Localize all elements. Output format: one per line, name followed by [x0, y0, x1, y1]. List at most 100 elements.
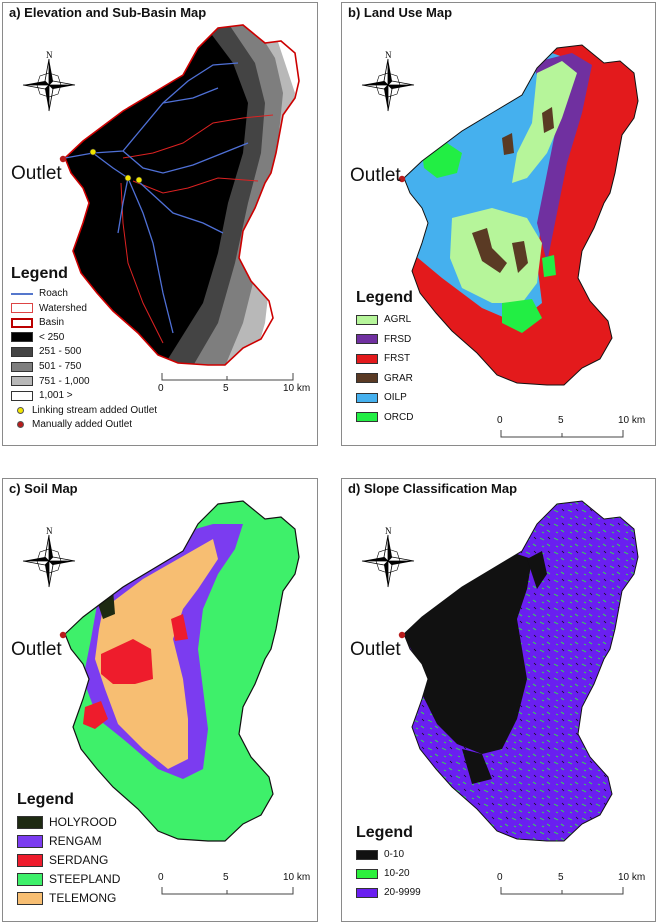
legend-item: 1,001 > [11, 390, 73, 401]
legend-label: FRST [384, 353, 411, 364]
legend-swatch [11, 292, 33, 295]
legend-swatch [11, 361, 33, 372]
north-arrow-icon [22, 58, 76, 112]
legend-swatch [11, 317, 33, 328]
legend-label: 10-20 [384, 868, 410, 879]
legend-swatch [17, 872, 43, 886]
legend-item: OILP [356, 392, 407, 403]
outlet-label: Outlet [350, 165, 401, 186]
legend-item: 20-9999 [356, 887, 421, 898]
legend-item: 10-20 [356, 868, 410, 879]
legend-label: Roach [39, 288, 68, 299]
scale-label-0: 0 [497, 415, 503, 426]
scale-label-0: 0 [158, 383, 164, 394]
legend-item: FRST [356, 353, 410, 364]
legend-item: SERDANG [17, 853, 108, 867]
legend-label: TELEMONG [49, 891, 117, 905]
outlet-label: Outlet [350, 639, 401, 660]
legend-swatch [17, 815, 43, 829]
legend-title: Legend [17, 791, 74, 808]
slope-map: N [361, 500, 639, 895]
legend-label: OILP [384, 392, 407, 403]
panel-elevation-map: N a) Elevation and Sub-Basin Map Outlet … [2, 2, 318, 446]
north-label: N [46, 50, 53, 60]
legend-swatch [356, 849, 378, 860]
panel-slope-map: N d) Slope Classification Map Outlet Leg… [341, 478, 656, 922]
legend-label: 501 - 750 [39, 361, 82, 372]
legend-item: RENGAM [17, 834, 102, 848]
legend-swatch [17, 891, 43, 905]
legend-label: STEEPLAND [49, 872, 121, 886]
legend-item: Linking stream added Outlet [11, 405, 157, 416]
legend-label: RENGAM [49, 834, 102, 848]
outlet-label: Outlet [11, 163, 62, 184]
legend-swatch [17, 834, 43, 848]
north-arrow-icon [361, 534, 415, 588]
legend-label: Linking stream added Outlet [32, 404, 158, 416]
north-label: N [385, 50, 392, 60]
legend-item: AGRL [356, 314, 411, 325]
legend-item: 501 - 750 [11, 361, 81, 372]
scale-bar [500, 430, 624, 438]
legend-label: 1,001 > [39, 390, 73, 402]
legend-item: STEEPLAND [17, 872, 120, 886]
legend-label: SERDANG [49, 853, 109, 867]
legend-item: 0-10 [356, 849, 404, 860]
legend-swatch [356, 868, 378, 879]
legend-item: < 250 [11, 332, 64, 343]
scale-bar [161, 887, 294, 895]
scale-label-10: 10 km [618, 415, 646, 426]
scale-label-10: 10 km [618, 872, 646, 883]
legend-title: Legend [11, 265, 68, 282]
legend-swatch [11, 346, 33, 357]
legend-item: FRSD [356, 334, 411, 345]
scale-bar [500, 887, 624, 895]
legend-label: FRSD [384, 333, 412, 345]
legend-item: Basin [11, 317, 64, 328]
legend-item: GRAR [356, 373, 413, 384]
panel-land-use-map: N b) Land Use Map Outlet Legend 0 5 10 k… [341, 2, 656, 446]
legend-label: AGRL [384, 314, 412, 325]
scale-label-5: 5 [558, 872, 564, 883]
legend-item: HOLYROOD [17, 815, 117, 829]
legend-label: 251 - 500 [39, 346, 82, 358]
legend-label: ORCD [384, 411, 414, 423]
scale-label-10: 10 km [283, 383, 311, 394]
soil-map: N [22, 500, 300, 895]
legend-item: ORCD [356, 412, 413, 423]
elevation-map: N [22, 24, 300, 381]
legend-swatch [356, 373, 378, 383]
scale-label-10: 10 km [283, 872, 311, 883]
legend-swatch [17, 853, 43, 867]
legend-swatch [11, 376, 33, 387]
scale-label-5: 5 [223, 383, 229, 394]
legend-label: Manually added Outlet [32, 419, 133, 431]
legend-label: Watershed [39, 302, 87, 314]
legend-item: Manually added Outlet [11, 419, 132, 430]
legend-item: Watershed [11, 303, 87, 314]
legend-label: GRAR [384, 372, 413, 384]
north-label: N [46, 526, 53, 536]
north-arrow-icon [361, 58, 415, 112]
legend-swatch [356, 334, 378, 344]
scale-label-0: 0 [158, 872, 164, 883]
outlet-label: Outlet [11, 639, 62, 660]
legend-swatch [356, 353, 378, 364]
legend-item: TELEMONG [17, 891, 116, 905]
legend-swatch [11, 303, 33, 314]
panel-title: b) Land Use Map [348, 5, 453, 20]
legend-title: Legend [356, 289, 413, 306]
north-arrow-icon [22, 534, 76, 588]
land-use-map: N [361, 44, 639, 438]
legend-label: HOLYROOD [49, 815, 117, 829]
scale-label-5: 5 [223, 872, 229, 883]
legend-swatch [356, 392, 378, 403]
legend-swatch [11, 390, 33, 401]
legend-swatch [356, 314, 378, 325]
legend-label: 20-9999 [384, 887, 421, 898]
north-label: N [385, 526, 392, 536]
legend-label: 0-10 [384, 849, 405, 860]
panel-soil-map: N c) Soil Map Outlet Legend 0 5 10 km HO… [2, 478, 318, 922]
scale-label-0: 0 [497, 872, 503, 883]
legend-swatch [17, 406, 24, 414]
